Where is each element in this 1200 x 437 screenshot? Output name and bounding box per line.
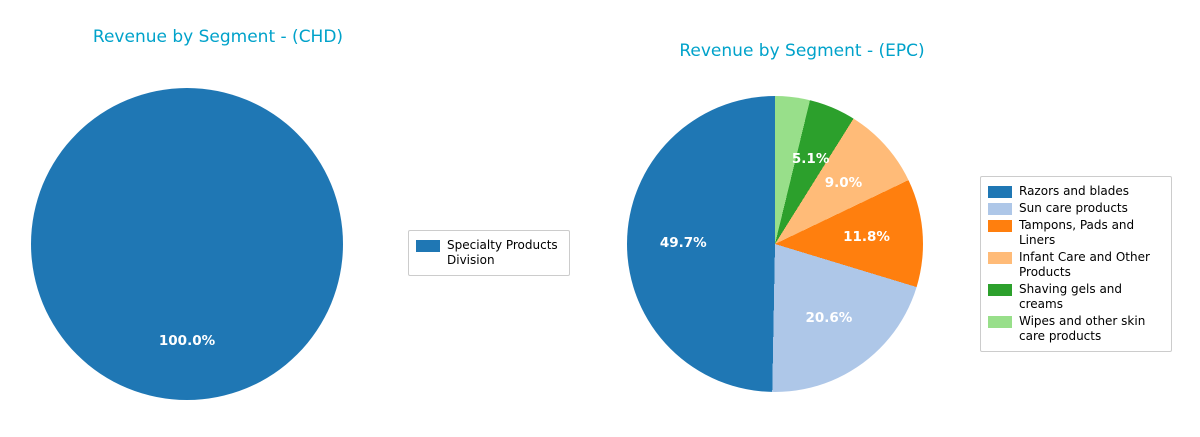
pie-slice-label: 100.0% (158, 332, 216, 349)
legend-swatch-icon (416, 240, 440, 252)
legend-label: Wipes and other skin care products (1019, 314, 1146, 343)
legend-item: Specialty Products Division (416, 238, 561, 268)
legend-item: Razors and blades (988, 184, 1163, 199)
legend-item: Wipes and other skin care products (988, 314, 1163, 344)
legend-item: Infant Care and Other Products (988, 250, 1163, 280)
legend-item: Sun care products (988, 201, 1163, 216)
pie-chart-chd: 100.0% (31, 88, 343, 400)
pie-slice-label: 9.0% (824, 174, 863, 191)
legend-swatch-icon (988, 203, 1012, 215)
legend-label: Tampons, Pads and Liners (1019, 218, 1135, 247)
pie-chart-epc: 49.7% 20.6% 11.8% 9.0% 5.1% (627, 96, 923, 392)
legend-epc: Razors and blades Sun care products Tampon… (980, 176, 1172, 352)
chart-title-epc: Revenue by Segment - (EPC) (679, 41, 925, 61)
legend-item: Tampons, Pads and Liners (988, 218, 1163, 248)
chart-title-chd: Revenue by Segment - (CHD) (92, 27, 344, 47)
legend-swatch-icon (988, 186, 1012, 198)
pie-slice-label: 20.6% (805, 310, 853, 327)
legend-swatch-icon (988, 220, 1012, 232)
legend-label: Sun care products (1019, 201, 1128, 215)
legend-swatch-icon (988, 316, 1012, 328)
legend-swatch-icon (988, 252, 1012, 264)
legend-label: Infant Care and Other Products (1019, 250, 1150, 279)
legend-swatch-icon (988, 284, 1012, 296)
pie-slice-label: 5.1% (791, 151, 830, 168)
legend-label: Razors and blades (1019, 184, 1130, 198)
pie-slice-label: 11.8% (843, 229, 890, 246)
legend-label: Specialty Products Division (447, 238, 558, 267)
legend-item: Shaving gels and creams (988, 282, 1163, 312)
legend-chd: Specialty Products Division (408, 230, 570, 276)
pie-slice-label: 49.7% (659, 235, 707, 252)
legend-label: Shaving gels and creams (1019, 282, 1123, 311)
